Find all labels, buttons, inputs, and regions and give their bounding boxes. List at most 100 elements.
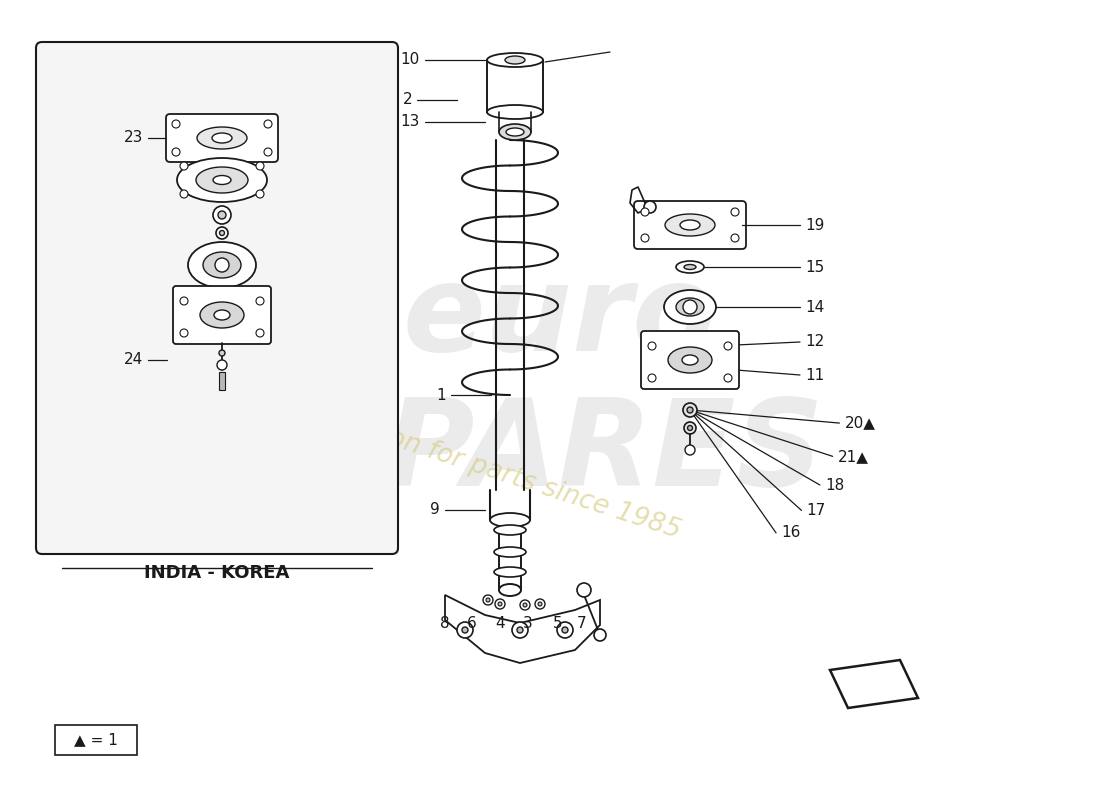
Text: 23: 23: [123, 130, 143, 146]
Circle shape: [217, 360, 227, 370]
Circle shape: [256, 190, 264, 198]
Circle shape: [213, 206, 231, 224]
Text: 15: 15: [805, 259, 824, 274]
Bar: [219, 372, 225, 390]
Circle shape: [462, 627, 468, 633]
Text: 11: 11: [805, 367, 824, 382]
Ellipse shape: [177, 158, 267, 202]
Ellipse shape: [499, 584, 521, 596]
Circle shape: [256, 329, 264, 337]
Ellipse shape: [196, 167, 248, 193]
Text: 14: 14: [805, 299, 824, 314]
Circle shape: [641, 208, 649, 216]
Ellipse shape: [668, 347, 712, 373]
Circle shape: [732, 234, 739, 242]
Circle shape: [685, 445, 695, 455]
Circle shape: [557, 622, 573, 638]
Ellipse shape: [213, 175, 231, 185]
Text: 21▲: 21▲: [838, 449, 869, 464]
Circle shape: [216, 227, 228, 239]
Text: 19: 19: [805, 218, 824, 233]
Circle shape: [724, 374, 732, 382]
Circle shape: [220, 230, 224, 235]
Ellipse shape: [204, 252, 241, 278]
Text: 13: 13: [400, 114, 420, 130]
Circle shape: [456, 622, 473, 638]
Ellipse shape: [214, 310, 230, 320]
FancyBboxPatch shape: [166, 114, 278, 162]
Circle shape: [172, 120, 180, 128]
Circle shape: [498, 602, 502, 606]
Circle shape: [688, 426, 693, 430]
Circle shape: [578, 583, 591, 597]
Text: 1: 1: [437, 387, 446, 402]
Circle shape: [648, 342, 656, 350]
Text: 5: 5: [553, 617, 563, 631]
Text: 3: 3: [524, 617, 532, 631]
Circle shape: [495, 599, 505, 609]
Circle shape: [264, 148, 272, 156]
Circle shape: [180, 329, 188, 337]
Text: 17: 17: [806, 503, 826, 518]
Ellipse shape: [494, 567, 526, 577]
Circle shape: [688, 407, 693, 413]
Circle shape: [256, 297, 264, 305]
Circle shape: [180, 297, 188, 305]
FancyBboxPatch shape: [173, 286, 271, 344]
Circle shape: [172, 148, 180, 156]
Text: 4: 4: [495, 617, 505, 631]
Text: ▲ = 1: ▲ = 1: [74, 733, 118, 747]
Text: 2: 2: [403, 93, 412, 107]
Polygon shape: [830, 660, 918, 708]
Ellipse shape: [197, 127, 248, 149]
Ellipse shape: [505, 56, 525, 64]
Ellipse shape: [676, 261, 704, 273]
Circle shape: [594, 629, 606, 641]
Text: 9: 9: [430, 502, 440, 518]
Ellipse shape: [487, 53, 543, 67]
Circle shape: [517, 627, 522, 633]
Ellipse shape: [188, 242, 256, 288]
Text: 7: 7: [578, 617, 586, 631]
Ellipse shape: [684, 265, 696, 270]
Circle shape: [512, 622, 528, 638]
Ellipse shape: [499, 124, 531, 140]
Ellipse shape: [494, 525, 526, 535]
Text: 24: 24: [123, 353, 143, 367]
Circle shape: [648, 374, 656, 382]
Circle shape: [256, 162, 264, 170]
Circle shape: [724, 342, 732, 350]
Ellipse shape: [487, 105, 543, 119]
Ellipse shape: [506, 128, 524, 136]
Polygon shape: [446, 595, 600, 663]
Ellipse shape: [490, 513, 530, 527]
Text: a passion for parts since 1985: a passion for parts since 1985: [297, 396, 683, 544]
Text: 10: 10: [400, 53, 420, 67]
Text: 18: 18: [825, 478, 844, 493]
Circle shape: [214, 258, 229, 272]
Text: 20▲: 20▲: [845, 415, 876, 430]
Circle shape: [644, 201, 656, 213]
Text: euro
SPARES: euro SPARES: [297, 258, 823, 511]
Ellipse shape: [676, 298, 704, 316]
Circle shape: [641, 234, 649, 242]
Circle shape: [732, 208, 739, 216]
Ellipse shape: [666, 214, 715, 236]
FancyBboxPatch shape: [634, 201, 746, 249]
Circle shape: [486, 598, 490, 602]
Bar: [55, 725, 138, 755]
Circle shape: [684, 422, 696, 434]
Circle shape: [683, 300, 697, 314]
Ellipse shape: [494, 547, 526, 557]
Text: 16: 16: [781, 526, 801, 540]
Text: 6: 6: [468, 617, 477, 631]
Circle shape: [264, 120, 272, 128]
Circle shape: [562, 627, 568, 633]
Ellipse shape: [212, 133, 232, 143]
Ellipse shape: [664, 290, 716, 324]
Circle shape: [520, 600, 530, 610]
Circle shape: [683, 403, 697, 417]
Ellipse shape: [200, 302, 244, 328]
Text: INDIA - KOREA: INDIA - KOREA: [144, 564, 289, 582]
Circle shape: [180, 190, 188, 198]
